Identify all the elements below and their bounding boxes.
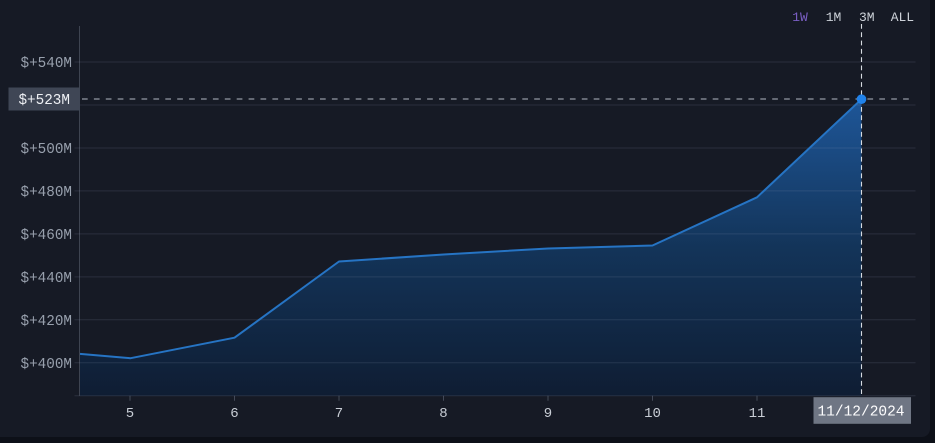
svg-text:10: 10 xyxy=(644,406,661,422)
svg-text:7: 7 xyxy=(335,406,343,422)
svg-text:$+460M: $+460M xyxy=(21,228,72,244)
svg-text:1M: 1M xyxy=(826,10,842,25)
svg-text:$+420M: $+420M xyxy=(21,314,72,330)
svg-text:3M: 3M xyxy=(859,10,875,25)
svg-text:$+500M: $+500M xyxy=(21,142,72,158)
svg-text:6: 6 xyxy=(230,406,238,422)
svg-text:$+540M: $+540M xyxy=(21,56,72,72)
svg-text:5: 5 xyxy=(126,406,134,422)
svg-text:1W: 1W xyxy=(792,10,808,25)
svg-text:9: 9 xyxy=(544,406,552,422)
svg-text:$+400M: $+400M xyxy=(21,357,72,373)
svg-text:11: 11 xyxy=(749,406,766,422)
svg-text:ALL: ALL xyxy=(891,10,914,25)
svg-text:11/12/2024: 11/12/2024 xyxy=(817,405,904,421)
svg-text:8: 8 xyxy=(439,406,447,422)
svg-text:$+480M: $+480M xyxy=(21,185,72,201)
svg-text:$+523M: $+523M xyxy=(18,93,69,109)
svg-text:$+440M: $+440M xyxy=(21,271,72,287)
